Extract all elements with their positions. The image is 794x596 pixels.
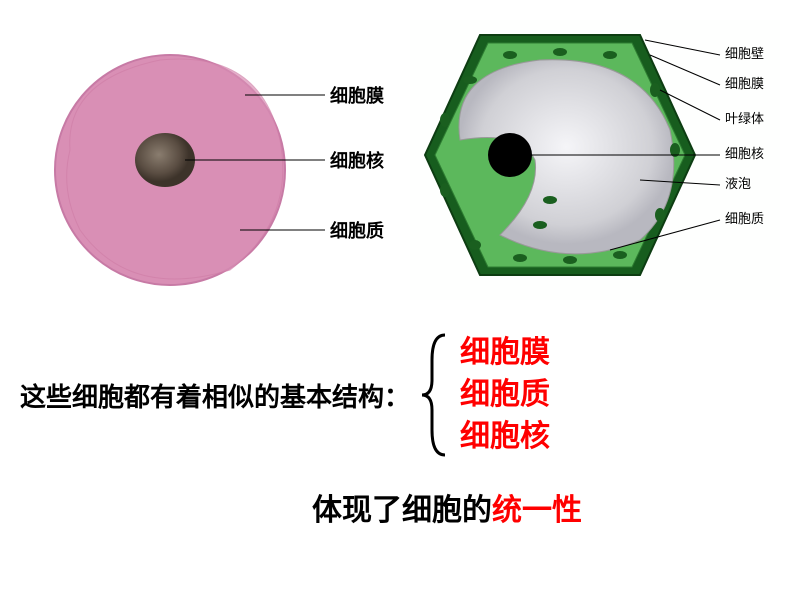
structure-cytoplasm: 细胞质	[460, 374, 550, 416]
plant-nucleus-label: 细胞核	[725, 146, 764, 161]
plant-membrane-label: 细胞膜	[725, 76, 764, 91]
chloroplast	[543, 196, 557, 204]
text-section: 这些细胞都有着相似的基本结构： 细胞膜 细胞质 细胞核 体现了细胞的统一性	[0, 310, 794, 529]
structure-statement: 这些细胞都有着相似的基本结构： 细胞膜 细胞质 细胞核	[20, 330, 774, 460]
plant-wall-label: 细胞壁	[725, 46, 764, 61]
chloroplast	[440, 113, 450, 127]
line1-prefix: 这些细胞都有着相似的基本结构：	[20, 377, 410, 414]
plant-vacuole-label: 液泡	[725, 176, 751, 191]
chloroplast	[513, 254, 527, 262]
structure-list: 细胞膜 细胞质 细胞核	[460, 332, 550, 458]
chloroplast	[469, 240, 481, 250]
diagrams-row: 细胞膜 细胞核 细胞质	[0, 0, 794, 310]
chloroplast	[533, 221, 547, 229]
curly-bracket-icon	[420, 330, 450, 460]
chloroplast	[553, 48, 567, 56]
chloroplast	[463, 76, 477, 84]
chloroplast	[655, 208, 665, 222]
chloroplast	[613, 251, 627, 259]
chloroplast	[440, 183, 450, 197]
structure-membrane: 细胞膜	[460, 332, 550, 374]
chloroplast	[603, 51, 617, 59]
plant-chloroplast-label: 叶绿体	[725, 111, 764, 126]
animal-cell-diagram: 细胞膜 细胞核 细胞质	[10, 20, 410, 300]
line2-black: 体现了细胞的	[312, 494, 492, 527]
line2-red: 统一性	[492, 494, 582, 527]
chloroplast	[503, 51, 517, 59]
structure-nucleus: 细胞核	[460, 416, 550, 458]
unity-statement: 体现了细胞的统一性	[120, 485, 774, 529]
animal-cytoplasm-label: 细胞质	[330, 220, 384, 241]
plant-cell-diagram: 细胞壁 细胞膜 叶绿体 细胞核 液泡 细胞质	[410, 20, 780, 300]
chloroplast	[563, 256, 577, 264]
animal-membrane-label: 细胞膜	[330, 85, 384, 106]
chloroplast	[650, 83, 660, 97]
animal-nucleus-label: 细胞核	[330, 150, 384, 171]
plant-cytoplasm-label: 细胞质	[725, 211, 764, 226]
